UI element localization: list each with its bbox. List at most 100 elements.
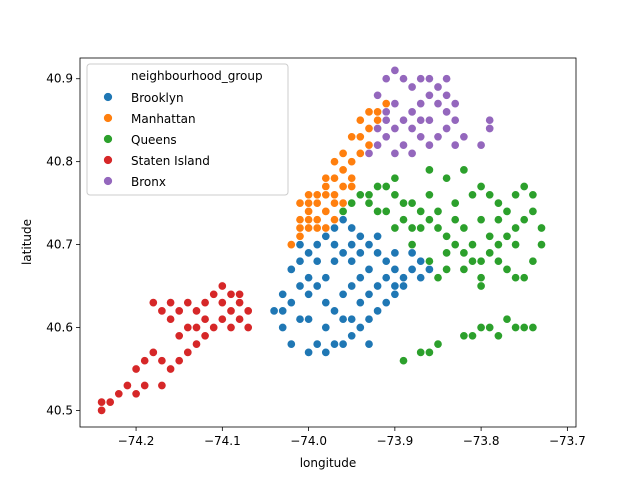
- data-point: [338, 215, 348, 225]
- data-point: [407, 264, 417, 274]
- data-point: [183, 322, 193, 333]
- data-point: [364, 148, 374, 158]
- data-point: [321, 298, 331, 308]
- data-point: [235, 289, 245, 299]
- data-point: [407, 123, 417, 134]
- data-point: [433, 99, 443, 109]
- data-point: [381, 115, 391, 125]
- data-point: [373, 281, 383, 291]
- data-point: [485, 322, 495, 333]
- data-point: [398, 115, 409, 125]
- data-point: [209, 322, 219, 333]
- data-point: [373, 123, 383, 134]
- data-point: [269, 306, 279, 316]
- data-point: [493, 215, 503, 225]
- data-point: [485, 248, 495, 258]
- series-queens: [338, 165, 547, 366]
- data-point: [183, 298, 193, 308]
- legend-items: Brooklyn Manhattan Queens Staten Island Bron…: [103, 91, 210, 189]
- legend-entry: Staten Island: [131, 154, 210, 168]
- data-point: [459, 331, 469, 341]
- data-point: [148, 347, 158, 357]
- data-point: [502, 314, 512, 324]
- data-point: [131, 389, 141, 399]
- data-point: [338, 314, 348, 324]
- data-point: [502, 264, 512, 274]
- data-point: [355, 115, 365, 125]
- data-point: [424, 347, 434, 357]
- data-point: [166, 298, 176, 308]
- data-point: [424, 264, 434, 274]
- data-point: [329, 339, 340, 349]
- data-point: [407, 107, 417, 117]
- data-point: [355, 148, 365, 158]
- data-point: [321, 173, 331, 183]
- data-point: [485, 115, 495, 125]
- data-point: [416, 206, 426, 216]
- data-point: [364, 339, 374, 349]
- data-point: [390, 123, 400, 134]
- data-point: [295, 240, 305, 250]
- data-point: [390, 65, 400, 75]
- data-point: [321, 322, 331, 333]
- x-tick-label: −73.7: [549, 434, 586, 448]
- data-point: [304, 190, 314, 200]
- data-point: [433, 223, 443, 233]
- data-point: [493, 198, 503, 208]
- data-point: [373, 181, 383, 192]
- data-point: [528, 322, 538, 333]
- data-point: [407, 248, 417, 258]
- data-point: [321, 273, 331, 283]
- data-point: [381, 298, 391, 308]
- data-point: [105, 397, 115, 407]
- data-point: [390, 264, 400, 274]
- data-point: [390, 190, 400, 200]
- data-point: [217, 298, 227, 308]
- x-tick-label: −74.2: [118, 434, 155, 448]
- data-point: [442, 231, 452, 241]
- data-point: [329, 223, 340, 233]
- legend-marker: [103, 155, 113, 165]
- data-point: [304, 215, 314, 225]
- data-point: [243, 306, 253, 316]
- data-point: [528, 256, 538, 266]
- data-point: [442, 90, 452, 100]
- data-point: [476, 215, 486, 225]
- data-point: [347, 223, 357, 233]
- data-point: [373, 206, 383, 216]
- data-point: [381, 74, 391, 84]
- data-point: [329, 240, 340, 250]
- data-point: [390, 99, 400, 109]
- data-point: [174, 356, 184, 366]
- data-point: [355, 231, 365, 241]
- data-point: [398, 215, 409, 225]
- data-point: [304, 198, 314, 208]
- data-point: [416, 74, 426, 84]
- data-point: [286, 339, 296, 349]
- data-point: [329, 198, 340, 208]
- x-tick-label: −74.0: [290, 434, 327, 448]
- data-point: [295, 256, 305, 266]
- data-point: [321, 347, 331, 357]
- x-axis-label: longitude: [300, 456, 357, 470]
- data-point: [191, 322, 202, 333]
- data-point: [226, 322, 236, 333]
- data-point: [329, 256, 340, 266]
- data-point: [166, 314, 176, 324]
- data-point: [338, 165, 348, 175]
- data-point: [519, 215, 529, 225]
- data-point: [183, 347, 193, 357]
- data-point: [140, 356, 150, 366]
- data-point: [398, 140, 409, 150]
- data-point: [226, 289, 236, 299]
- legend-marker: [103, 134, 113, 144]
- data-point: [235, 298, 245, 308]
- data-point: [442, 264, 452, 274]
- data-point: [467, 331, 478, 341]
- data-point: [355, 248, 365, 258]
- data-point: [278, 306, 288, 316]
- data-point: [390, 223, 400, 233]
- data-point: [329, 190, 340, 200]
- y-tick-label: 40.9: [46, 72, 73, 86]
- data-point: [416, 256, 426, 266]
